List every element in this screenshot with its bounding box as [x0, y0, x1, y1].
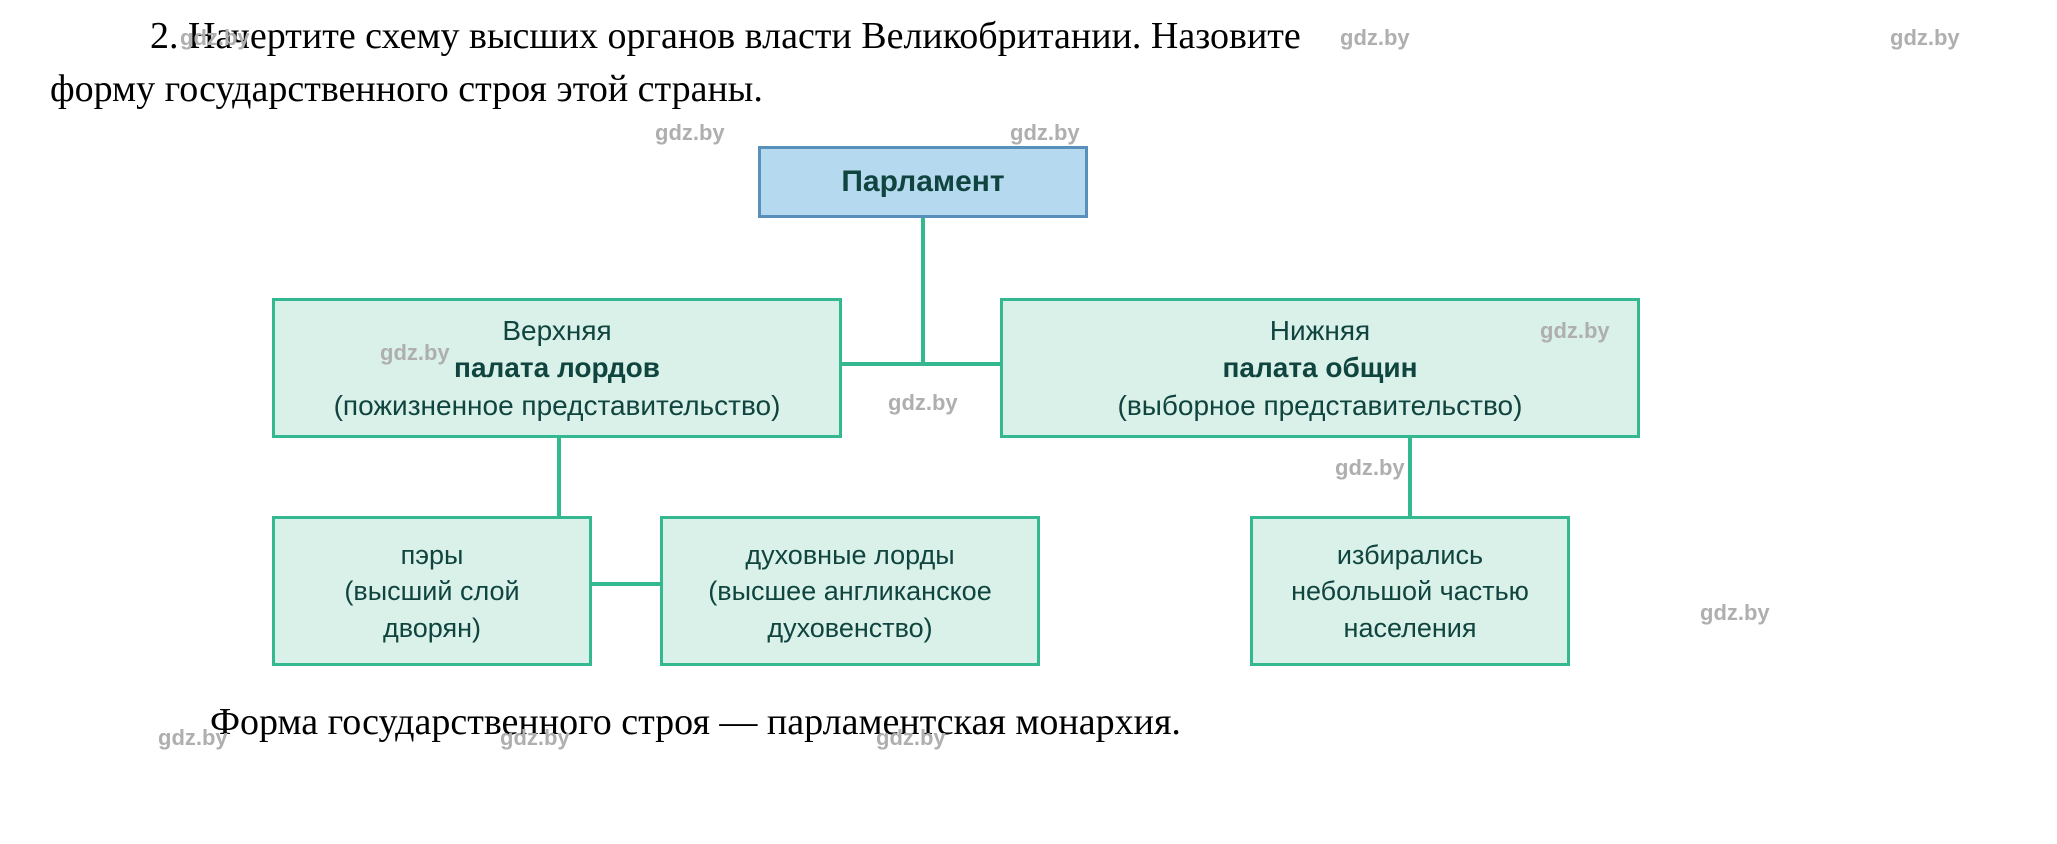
answer-text: Форма государственного строя — парламент…: [210, 701, 1181, 743]
commons-line2: палата общин: [1222, 349, 1417, 387]
diagram: Парламент Верхняя палата лордов (пожизне…: [0, 136, 2057, 696]
node-clergy: духовные лорды (высшее англиканское духо…: [660, 516, 1040, 666]
clergy-line2: (высшее англиканское: [708, 573, 991, 609]
question-number: 2.: [150, 15, 179, 57]
peers-line2: (высший слой: [344, 573, 519, 609]
clergy-line3: духовенство): [767, 610, 932, 646]
lords-line1: Верхняя: [502, 312, 611, 350]
connector-parliament-down: [921, 218, 925, 366]
lords-line3: (пожизненное представительство): [334, 387, 781, 425]
lords-line2: палата лордов: [454, 349, 660, 387]
question-line1: Начертите схему высших органов власти Ве…: [188, 15, 1301, 57]
elected-line2: небольшой частью: [1291, 573, 1529, 609]
commons-line3: (выборное представительство): [1118, 387, 1523, 425]
connector-commons-down: [1408, 438, 1412, 516]
elected-line1: избирались: [1337, 537, 1483, 573]
peers-line3: дворян): [383, 610, 481, 646]
parliament-label: Парламент: [841, 165, 1004, 199]
elected-line3: населения: [1344, 610, 1477, 646]
node-commons: Нижняя палата общин (выборное представит…: [1000, 298, 1640, 438]
question-block: 2. Начертите схему высших органов власти…: [0, 0, 2057, 116]
node-lords: Верхняя палата лордов (пожизненное предс…: [272, 298, 842, 438]
clergy-line1: духовные лорды: [745, 537, 954, 573]
peers-line1: пэры: [401, 537, 464, 573]
commons-line1: Нижняя: [1270, 312, 1370, 350]
node-parliament: Парламент: [758, 146, 1088, 218]
question-line2: форму государственного строя этой страны…: [50, 68, 763, 110]
answer-block: Форма государственного строя — парламент…: [0, 696, 2057, 749]
node-peers: пэры (высший слой дворян): [272, 516, 592, 666]
connector-houses-horizontal: [842, 362, 1000, 366]
node-elected: избирались небольшой частью населения: [1250, 516, 1570, 666]
